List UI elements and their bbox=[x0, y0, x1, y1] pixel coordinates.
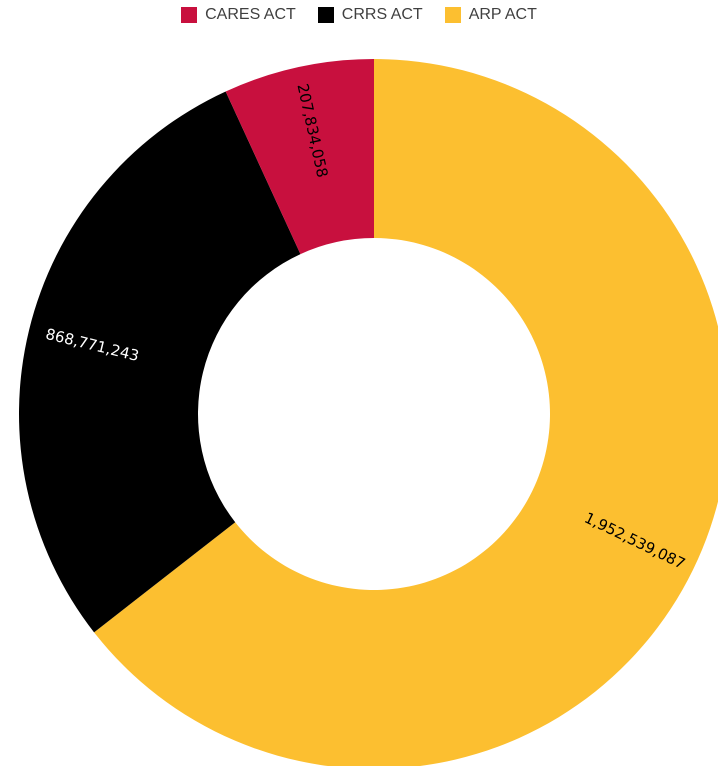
legend-label-cares-act: CARES ACT bbox=[205, 6, 296, 23]
legend-swatch-cares-act bbox=[181, 7, 198, 23]
legend-swatch-arp-act bbox=[444, 7, 461, 23]
legend-item-cares-act: CARES ACT bbox=[181, 6, 296, 24]
legend-item-arp-act: ARP ACT bbox=[444, 6, 537, 24]
donut-slice-crrs-act bbox=[19, 91, 301, 633]
donut-slices bbox=[19, 59, 718, 766]
legend-label-arp-act: ARP ACT bbox=[468, 6, 537, 23]
legend-label-crrs-act: CRRS ACT bbox=[341, 6, 423, 23]
donut-slice-arp-act bbox=[94, 59, 718, 766]
chart-legend: CARES ACT CRRS ACT ARP ACT bbox=[0, 6, 718, 24]
donut-slice-cares-act bbox=[225, 59, 374, 255]
legend-item-crrs-act: CRRS ACT bbox=[317, 6, 423, 24]
legend-swatch-crrs-act bbox=[317, 7, 334, 23]
